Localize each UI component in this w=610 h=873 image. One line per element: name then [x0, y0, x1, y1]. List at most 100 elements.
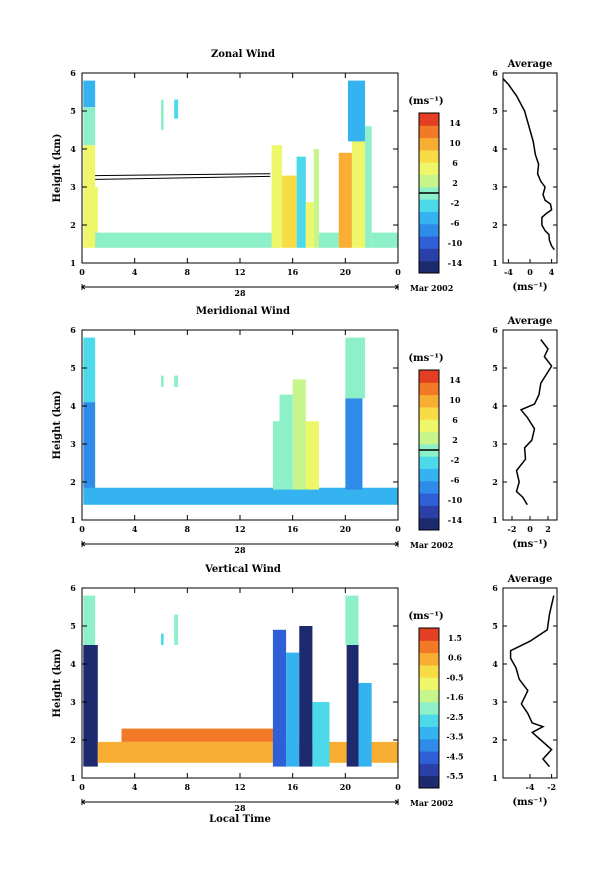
colorbar-label: 6 — [452, 415, 458, 425]
colorbar-label: 14 — [449, 118, 461, 128]
heatmap-cell — [305, 421, 319, 490]
heatmap-cell — [161, 633, 164, 645]
average-profile-line — [509, 595, 555, 768]
date-day-label: 28 — [234, 803, 246, 813]
x-tick-label: 12 — [234, 782, 245, 792]
heatmap-cell — [313, 149, 319, 248]
x-tick-label: 0 — [395, 267, 401, 277]
average-x-tick-label: -2 — [547, 782, 556, 792]
colorbar-swatch — [419, 236, 439, 249]
x-tick-label: 8 — [185, 267, 191, 277]
y-tick-label: 4 — [70, 401, 76, 411]
colorbar-swatch — [419, 394, 439, 408]
colorbar-swatch — [419, 493, 439, 506]
average-profile-line — [502, 78, 555, 251]
heatmap-cell — [83, 80, 96, 108]
average-y-tick-label: 4 — [492, 401, 498, 411]
heatmap-cell — [272, 421, 280, 490]
heatmap-cell — [95, 232, 280, 248]
average-x-tick-label: 0 — [527, 524, 533, 534]
panel-title: Zonal Wind — [211, 49, 275, 60]
heatmap-cell — [174, 375, 179, 387]
y-tick-label: 4 — [70, 144, 76, 154]
colorbar-label: -2.5 — [446, 712, 463, 722]
average-profile-line — [515, 339, 553, 506]
colorbar-label: -6 — [451, 218, 460, 228]
heatmap-cell — [305, 202, 314, 248]
average-x-tick-label: -2 — [508, 524, 517, 534]
colorbar-swatch — [419, 628, 439, 641]
colorbar-swatch — [419, 211, 439, 225]
colorbar-frame — [418, 627, 440, 789]
colorbar-label: -6 — [451, 475, 460, 485]
average-x-tick-label: -4 — [526, 782, 535, 792]
x-tick-label: 4 — [132, 524, 138, 534]
heatmap-cell — [351, 141, 366, 248]
colorbar-label: 6 — [452, 158, 458, 168]
contour-line — [95, 173, 271, 177]
colorbar-swatch — [419, 677, 439, 691]
average-x-tick-label: 0 — [527, 267, 533, 277]
y-tick-label: 5 — [70, 106, 76, 116]
y-tick-label: 6 — [70, 583, 76, 593]
date-bar-arrow — [394, 541, 399, 547]
y-tick-label: 3 — [70, 182, 76, 192]
x-tick-label: 16 — [287, 524, 299, 534]
colorbar-title: (ms⁻¹) — [408, 96, 443, 107]
heatmap-cell — [83, 487, 399, 505]
date-day-label: 28 — [234, 545, 246, 555]
heatmap-cell — [83, 145, 96, 187]
heatmap-cell — [83, 402, 96, 490]
heatmap-cell — [279, 394, 293, 490]
average-y-tick-label: 5 — [492, 106, 498, 116]
colorbar-swatch — [419, 248, 439, 262]
heatmap-cell — [345, 337, 366, 399]
colorbar-label: 2 — [452, 178, 458, 188]
average-x-axis-label: (ms⁻¹) — [512, 539, 547, 550]
colorbar-swatch — [419, 382, 439, 396]
y-tick-label: 5 — [70, 363, 76, 373]
x-tick-label: 8 — [185, 524, 191, 534]
heatmap-cell — [161, 99, 164, 130]
x-tick-label: 0 — [79, 524, 85, 534]
heatmap-cell — [346, 645, 359, 767]
colorbar-swatch — [419, 480, 439, 494]
colorbar-label: 10 — [449, 395, 461, 405]
colorbar-swatch — [419, 775, 439, 789]
colorbar-swatch — [419, 125, 439, 139]
average-y-tick-label: 1 — [492, 258, 498, 268]
colorbar-label: -5.5 — [446, 771, 463, 781]
average-y-tick-label: 1 — [492, 515, 498, 525]
y-tick-label: 3 — [70, 697, 76, 707]
average-x-axis-label: (ms⁻¹) — [512, 797, 547, 808]
colorbar-swatch — [419, 199, 439, 212]
date-day-label: 28 — [234, 288, 246, 298]
heatmap-cell — [319, 232, 339, 248]
y-tick-label: 3 — [70, 439, 76, 449]
x-tick-label: 12 — [234, 524, 245, 534]
heatmap-cell — [286, 652, 300, 767]
x-axis-label: Local Time — [209, 814, 271, 825]
heatmap-cell — [83, 595, 96, 645]
heatmap-cell — [371, 232, 398, 248]
colorbar-swatch — [419, 260, 439, 274]
colorbar-swatch — [419, 505, 439, 519]
panel-title: Meridional Wind — [196, 306, 290, 317]
average-y-tick-label: 1 — [492, 773, 498, 783]
colorbar-swatch — [419, 652, 439, 666]
colorbar-swatch — [419, 456, 439, 469]
average-title: Average — [507, 574, 553, 585]
average-frame — [502, 72, 558, 264]
average-x-axis-label: (ms⁻¹) — [512, 282, 547, 293]
average-x-tick-label: 2 — [545, 524, 551, 534]
y-tick-label: 2 — [70, 220, 76, 230]
y-tick-label: 2 — [70, 735, 76, 745]
date-bar-arrow — [394, 284, 399, 290]
colorbar-swatch — [419, 701, 439, 715]
heatmap-cell — [365, 126, 372, 248]
y-tick-label: 1 — [70, 515, 76, 525]
x-tick-label: 4 — [132, 267, 138, 277]
colorbar-swatch — [419, 431, 439, 445]
